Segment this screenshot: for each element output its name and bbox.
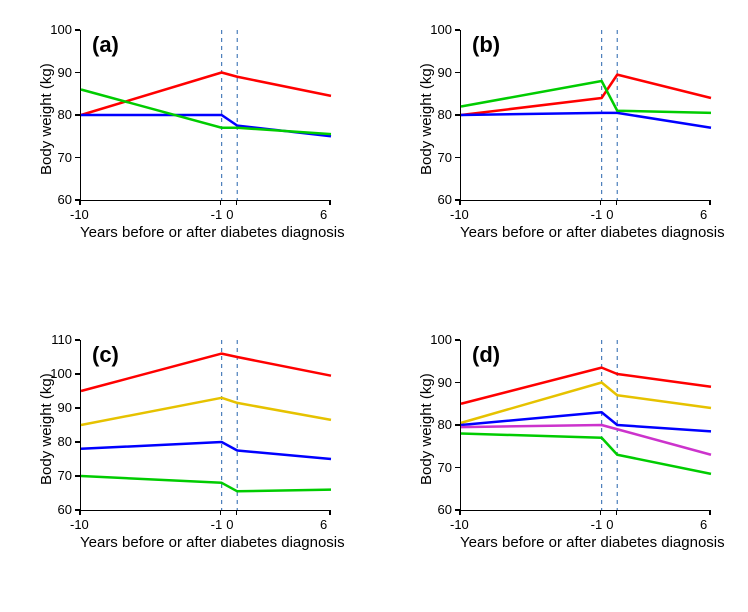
y-axis-label: Body weight (kg) [38,373,55,485]
series-line [461,75,711,115]
x-tick [79,200,81,205]
x-tick-label: 0 [226,517,233,532]
panel-b: 60708090100-10-106Body weight (kg)Years … [400,20,720,280]
x-axis-label: Years before or after diabetes diagnosis [460,224,725,241]
y-tick-label: 80 [58,107,72,122]
x-tick [329,510,331,515]
x-axis-label: Years before or after diabetes diagnosis [80,224,345,241]
y-tick-label: 90 [58,400,72,415]
x-tick-label: 6 [320,517,327,532]
y-axis-label: Body weight (kg) [418,63,435,175]
y-tick [455,157,460,159]
x-tick-label: 6 [700,517,707,532]
y-tick-label: 60 [58,192,72,207]
x-tick [220,510,222,515]
x-tick [236,200,238,205]
series-line [81,476,331,491]
y-tick [75,373,80,375]
y-tick-label: 60 [438,192,452,207]
y-tick-label: 70 [58,468,72,483]
y-axis-label: Body weight (kg) [38,63,55,175]
y-tick [455,114,460,116]
y-tick-label: 70 [438,150,452,165]
x-tick [600,510,602,515]
y-tick-label: 110 [51,332,72,347]
y-tick [455,424,460,426]
y-tick-label: 80 [58,434,72,449]
series-line [461,412,711,431]
y-tick-label: 90 [438,375,452,390]
x-tick-label: -1 [211,517,223,532]
y-tick-label: 80 [438,107,452,122]
y-tick [455,29,460,31]
x-tick-label: 0 [606,517,613,532]
y-tick-label: 100 [430,332,452,347]
y-axis-label: Body weight (kg) [418,373,435,485]
y-tick-label: 80 [438,417,452,432]
series-line [81,115,331,136]
y-tick-label: 90 [438,65,452,80]
y-tick [455,382,460,384]
y-tick [75,29,80,31]
y-tick [455,339,460,341]
x-tick [329,200,331,205]
y-tick-label: 100 [430,22,452,37]
panel-tag: (d) [472,342,500,368]
x-tick-label: -10 [450,207,469,222]
x-axis-label: Years before or after diabetes diagnosis [80,534,345,551]
series-line [461,81,711,113]
y-tick-label: 70 [58,150,72,165]
x-tick-label: -10 [450,517,469,532]
x-tick-label: -10 [70,207,89,222]
y-tick [75,114,80,116]
y-tick [75,72,80,74]
series-line [461,434,711,474]
series-line [461,383,711,423]
x-tick-label: -1 [591,517,603,532]
y-tick [75,475,80,477]
panel-a: 60708090100-10-106Body weight (kg)Years … [20,20,340,280]
x-tick-label: -10 [70,517,89,532]
x-tick-label: 0 [606,207,613,222]
series-line [81,398,331,425]
x-tick-label: -1 [211,207,223,222]
x-tick [709,200,711,205]
panel-tag: (b) [472,32,500,58]
x-tick [616,510,618,515]
x-tick-label: -1 [591,207,603,222]
series-line [461,113,711,128]
y-tick [75,407,80,409]
y-tick-label: 60 [58,502,72,517]
y-tick [75,441,80,443]
x-tick [709,510,711,515]
x-tick [616,200,618,205]
x-tick-label: 0 [226,207,233,222]
y-tick [455,72,460,74]
x-axis-label: Years before or after diabetes diagnosis [460,534,725,551]
x-tick [79,510,81,515]
y-tick [75,339,80,341]
x-tick [459,200,461,205]
x-tick [600,200,602,205]
series-line [81,73,331,116]
y-tick-label: 100 [50,22,72,37]
y-tick-label: 60 [438,502,452,517]
x-tick [220,200,222,205]
y-tick-label: 70 [438,460,452,475]
panel-c: 60708090100110-10-106Body weight (kg)Yea… [20,330,340,590]
series-line [81,442,331,459]
x-tick [236,510,238,515]
panel-tag: (a) [92,32,119,58]
series-line [81,90,331,135]
y-tick-label: 90 [58,65,72,80]
panel-tag: (c) [92,342,119,368]
y-tick [455,467,460,469]
x-tick-label: 6 [700,207,707,222]
x-tick-label: 6 [320,207,327,222]
y-tick [75,157,80,159]
panel-d: 60708090100-10-106Body weight (kg)Years … [400,330,720,590]
x-tick [459,510,461,515]
